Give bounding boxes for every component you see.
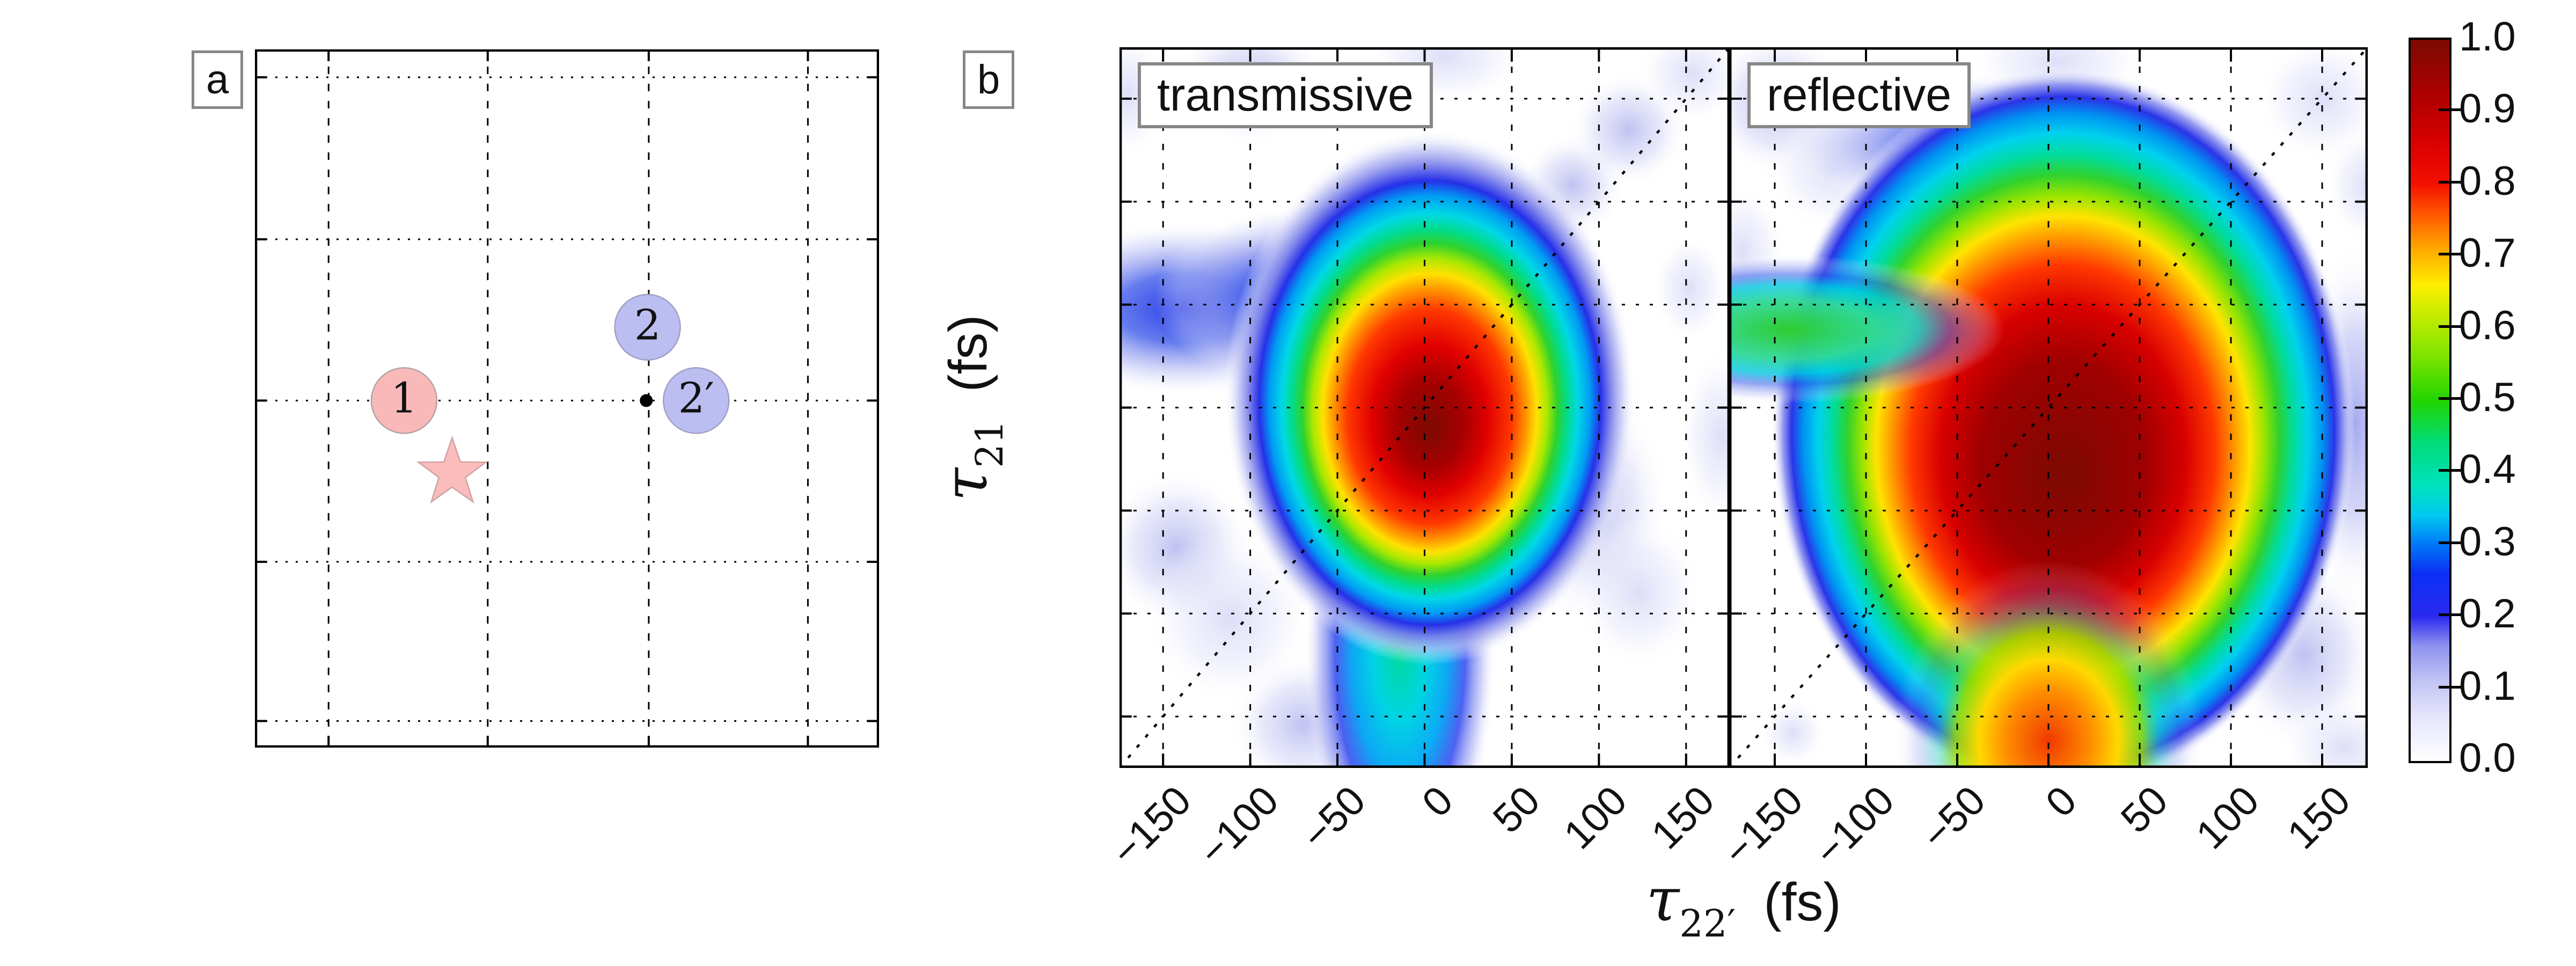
panel-a-plot bbox=[255, 49, 879, 748]
x-axis-title: τ22′ (fs) bbox=[1646, 865, 1841, 946]
y-axis-unit: (fs) bbox=[938, 314, 998, 392]
colorbar-tick bbox=[2439, 108, 2461, 112]
colorbar-tick bbox=[2439, 469, 2461, 472]
heatmap-reflective bbox=[1729, 47, 2368, 768]
reflective-label: reflective bbox=[1747, 62, 1971, 128]
y-axis-subscript: 21 bbox=[968, 420, 1012, 468]
colorbar-tick bbox=[2439, 541, 2461, 544]
x-axis-unit: (fs) bbox=[1763, 872, 1841, 932]
marker-label-1: 1 bbox=[391, 374, 418, 423]
colorbar-tick bbox=[2439, 325, 2461, 328]
colorbar-tick-label: 0.0 bbox=[2459, 735, 2516, 781]
y-axis-symbol: τ bbox=[931, 467, 1001, 501]
colorbar-tick bbox=[2439, 397, 2461, 400]
colorbar-tick bbox=[2439, 180, 2461, 184]
colorbar-tick bbox=[2439, 685, 2461, 689]
colorbar-tick bbox=[2439, 613, 2461, 617]
colorbar bbox=[2409, 38, 2451, 763]
colorbar-tick-label: 0.2 bbox=[2459, 590, 2516, 636]
colorbar-tick-label: 0.3 bbox=[2459, 518, 2516, 565]
marker-label-2′: 2′ bbox=[678, 374, 714, 423]
colorbar-tick bbox=[2439, 253, 2461, 256]
colorbar-tick-label: 0.6 bbox=[2459, 302, 2516, 348]
x-axis-symbol: τ bbox=[1646, 865, 1680, 935]
colorbar-tick-label: 0.7 bbox=[2459, 230, 2516, 276]
y-axis-title: τ21 (fs) bbox=[931, 314, 1012, 501]
x-axis-subscript: 22′ bbox=[1679, 902, 1736, 946]
colorbar-tick-label: 0.1 bbox=[2459, 663, 2516, 709]
colorbar-tick-label: 0.4 bbox=[2459, 447, 2516, 493]
panel-a-label: a bbox=[192, 50, 244, 109]
colorbar-tick-label: 0.5 bbox=[2459, 374, 2516, 420]
colorbar-tick-label: 0.9 bbox=[2459, 86, 2516, 132]
colorbar-tick-label: 0.8 bbox=[2459, 158, 2516, 204]
transmissive-label: transmissive bbox=[1138, 62, 1433, 128]
heatmap-transmissive bbox=[1119, 47, 1730, 768]
colorbar-tick-label: 1.0 bbox=[2459, 13, 2516, 60]
marker-label-2: 2 bbox=[634, 301, 661, 350]
panel-b-label: b bbox=[963, 50, 1015, 109]
